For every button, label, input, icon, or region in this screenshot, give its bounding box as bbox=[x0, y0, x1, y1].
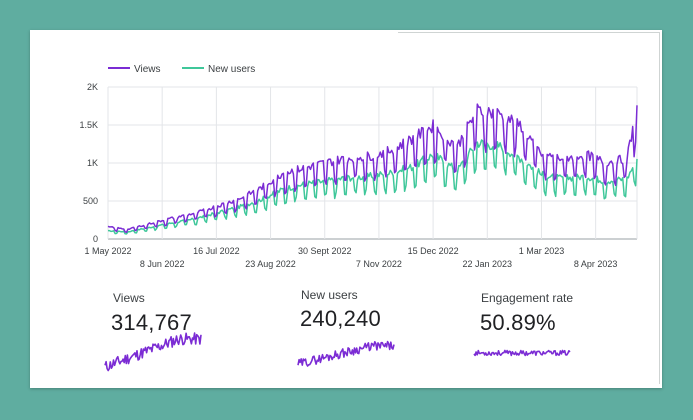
y-tick-label: 1K bbox=[87, 158, 98, 168]
legend-item-views[interactable]: Views bbox=[108, 64, 161, 75]
x-tick-label: 1 Mar 2023 bbox=[519, 246, 565, 256]
x-tick-label: 30 Sept 2022 bbox=[298, 246, 352, 256]
series-line-new-users bbox=[108, 139, 638, 235]
x-tick-label: 22 Jan 2023 bbox=[463, 259, 513, 269]
y-tick-label: 1.5K bbox=[79, 120, 98, 130]
x-tick-label: 16 Jul 2022 bbox=[193, 246, 240, 256]
analytics-card bbox=[30, 30, 662, 388]
series-line-views bbox=[107, 103, 638, 234]
views-sparkline bbox=[104, 332, 202, 372]
chart-series bbox=[107, 103, 638, 235]
metric-views-value: 314,767 bbox=[111, 310, 192, 335]
metric-engagement-rate-label: Engagement rate bbox=[481, 291, 574, 305]
x-tick-label: 15 Dec 2022 bbox=[408, 246, 459, 256]
metric-new-users-value: 240,240 bbox=[300, 306, 381, 331]
metric-views-label: Views bbox=[113, 291, 145, 305]
x-tick-label: 1 May 2022 bbox=[84, 246, 131, 256]
legend-label: New users bbox=[208, 64, 255, 75]
x-tick-label: 8 Jun 2022 bbox=[140, 259, 185, 269]
new-users-sparkline bbox=[297, 340, 395, 367]
card-border-right bbox=[659, 32, 660, 384]
legend-label: Views bbox=[134, 64, 161, 75]
metric-engagement-rate-value: 50.89% bbox=[480, 310, 556, 335]
y-tick-label: 0 bbox=[93, 234, 98, 244]
y-tick-label: 2K bbox=[87, 82, 98, 92]
x-tick-label: 8 Apr 2023 bbox=[574, 259, 618, 269]
card-border-top bbox=[398, 32, 660, 33]
y-tick-label: 500 bbox=[83, 196, 98, 206]
x-tick-label: 23 Aug 2022 bbox=[245, 259, 296, 269]
engagement-rate-sparkline bbox=[473, 349, 571, 357]
metric-new-users-label: New users bbox=[301, 288, 358, 302]
chart-axes: 0 500 1K 1.5K 2K 1 May 2022 16 Jul 2022 30 Sept… bbox=[79, 82, 617, 269]
chart-legend[interactable]: Views New users bbox=[108, 64, 255, 75]
legend-item-new-users[interactable]: New users bbox=[182, 64, 255, 75]
x-tick-label: 7 Nov 2022 bbox=[356, 259, 402, 269]
